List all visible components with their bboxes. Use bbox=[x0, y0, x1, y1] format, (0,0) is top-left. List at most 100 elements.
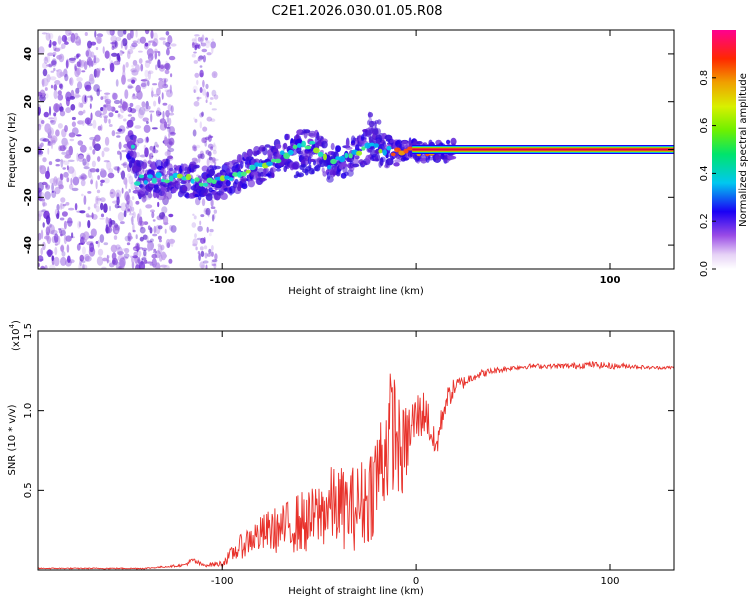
spectrogram-ridge-halo bbox=[208, 168, 215, 177]
spectrogram-noise-blob bbox=[203, 245, 208, 250]
spectrogram-noise-blob bbox=[83, 195, 87, 206]
spectrogram-noise-blob bbox=[53, 256, 60, 267]
spectrogram-noise-blob bbox=[132, 248, 137, 251]
snr-panel: -100 0 100 0.5 1.0 1.5 Height of straight lin… bbox=[7, 320, 675, 597]
spectrogram-noise-blob bbox=[211, 260, 217, 266]
spectrogram-noise-blob bbox=[147, 160, 152, 165]
spectrogram-noise-blob bbox=[76, 77, 83, 82]
spectrogram-ridge-halo bbox=[163, 184, 169, 188]
spectrogram-noise-blob bbox=[71, 121, 76, 127]
spectrogram-noise-blob bbox=[78, 110, 84, 116]
spectrogram-ridge-core bbox=[181, 176, 188, 181]
spectrogram-noise-blob bbox=[191, 41, 195, 49]
spectrogram-noise-blob bbox=[39, 191, 44, 198]
spectrogram-noise-blob bbox=[87, 220, 91, 229]
spectrogram-noise-blob bbox=[135, 242, 140, 250]
spectrogram-noise-blob bbox=[96, 36, 103, 44]
spectrogram-noise-blob bbox=[44, 235, 49, 240]
spectrogram-noise-blob bbox=[122, 161, 128, 168]
spectrogram-noise-blob bbox=[117, 251, 124, 256]
snr-series-line bbox=[38, 360, 674, 570]
spectrogram-noise-blob bbox=[168, 132, 171, 138]
spectrogram-noise-blob bbox=[132, 211, 136, 219]
spectrogram-ridge-halo bbox=[385, 158, 394, 166]
spectrogram-ridge-halo bbox=[321, 140, 328, 149]
spectrogram-noise-blob bbox=[85, 50, 90, 57]
spectrogram-noise-blob bbox=[79, 144, 87, 153]
spectrogram-ridge-core bbox=[241, 171, 247, 177]
spectrogram-noise-blob bbox=[138, 261, 146, 269]
spectrogram-noise-blob bbox=[202, 126, 208, 132]
spectrogram-noise-blob bbox=[129, 102, 134, 108]
spectrogram-noise-blob bbox=[38, 182, 44, 192]
spectrogram-noise-blob bbox=[56, 204, 60, 211]
spectrogram-ridge-core bbox=[344, 152, 349, 159]
spectrogram-noise-blob bbox=[145, 204, 153, 209]
spectrogram-noise-blob bbox=[44, 191, 51, 200]
spectrogram-noise-blob bbox=[120, 98, 123, 106]
spectrogram-noise-blob bbox=[131, 196, 135, 201]
spectrogram-noise-blob bbox=[110, 244, 118, 253]
spectrogram-noise-blob bbox=[67, 159, 75, 162]
spectrogram-noise-blob bbox=[97, 239, 100, 248]
spectrogram-noise-blob bbox=[102, 46, 105, 54]
spectrogram-noise-blob bbox=[80, 59, 87, 67]
spectrogram-noise-blob bbox=[82, 109, 86, 114]
spectrogram-noise-blob bbox=[167, 155, 174, 160]
spectrogram-ridge-halo bbox=[374, 153, 381, 162]
spectrogram-noise-blob bbox=[58, 228, 61, 231]
snr-multiplier-base: (x10 bbox=[11, 328, 22, 351]
spectrogram-noise-blob bbox=[123, 253, 130, 259]
spectrogram-noise-blob bbox=[120, 172, 123, 176]
spectrogram-noise-blob bbox=[38, 123, 42, 131]
spectrogram-noise-blob bbox=[52, 44, 57, 52]
spectrogram-noise-blob bbox=[130, 30, 134, 39]
spectrogram-noise-blob bbox=[103, 116, 108, 124]
spectrogram-noise-blob bbox=[55, 164, 60, 167]
spectrogram-noise-blob bbox=[81, 193, 84, 197]
spectrogram-ridge-halo bbox=[324, 159, 330, 164]
spectrogram-noise-blob bbox=[108, 118, 111, 124]
spectrogram-noise-blob bbox=[137, 137, 144, 144]
y-tick-label: 40 bbox=[23, 47, 34, 61]
spectrogram-noise-blob bbox=[38, 233, 41, 242]
spectrogram-noise-blob bbox=[199, 69, 204, 78]
spectrogram-noise-blob bbox=[148, 110, 155, 113]
spectrogram-noise-blob bbox=[101, 150, 105, 158]
spectrogram-noise-blob bbox=[212, 144, 217, 152]
spectrogram-y-label: Frequency (Hz) bbox=[7, 112, 18, 188]
spectrogram-noise-blob bbox=[201, 111, 204, 117]
spectrogram-noise-blob bbox=[45, 226, 51, 236]
spectrogram-noise-blob bbox=[111, 52, 118, 57]
spectrogram-noise-blob bbox=[117, 128, 123, 132]
spectrogram-noise-blob bbox=[204, 140, 207, 147]
spectrogram-noise-blob bbox=[100, 179, 105, 183]
spectrogram-ridge-core bbox=[274, 158, 282, 164]
x-tick-label: -100 bbox=[211, 576, 234, 587]
spectrogram-noise-blob bbox=[117, 246, 123, 256]
spectrogram-noise-blob bbox=[132, 59, 138, 66]
spectrogram-noise-blob bbox=[206, 52, 212, 56]
spectrogram-noise-blob bbox=[60, 233, 63, 237]
spectrogram-noise-blob bbox=[193, 89, 196, 93]
spectrogram-noise-blob bbox=[135, 264, 141, 269]
spectrogram-noise-blob bbox=[38, 210, 43, 217]
spectrogram-noise-blob bbox=[166, 126, 170, 129]
spectrogram-noise-blob bbox=[65, 59, 69, 69]
spectrogram-noise-blob bbox=[158, 80, 165, 89]
spectrogram-noise-blob bbox=[46, 64, 53, 67]
spectrogram-noise-blob bbox=[59, 110, 66, 117]
spectrogram-noise-blob bbox=[109, 205, 111, 212]
spectrogram-ridge-core bbox=[407, 146, 414, 151]
spectrogram-ridge-core bbox=[164, 179, 170, 184]
spectrogram-noise-blob bbox=[60, 197, 66, 203]
spectrogram-noise-blob bbox=[131, 206, 135, 212]
spectrogram-noise-blob bbox=[82, 231, 90, 241]
spectrogram-ridge-core bbox=[198, 182, 204, 187]
spectrogram-noise-blob bbox=[96, 189, 101, 194]
spectrogram-noise-blob bbox=[137, 38, 141, 44]
spectrogram-noise-blob bbox=[163, 215, 169, 226]
spectrogram-noise-blob bbox=[159, 65, 165, 69]
spectrogram-ridge-halo bbox=[426, 156, 435, 161]
spectrogram-ridge-halo bbox=[264, 144, 271, 148]
